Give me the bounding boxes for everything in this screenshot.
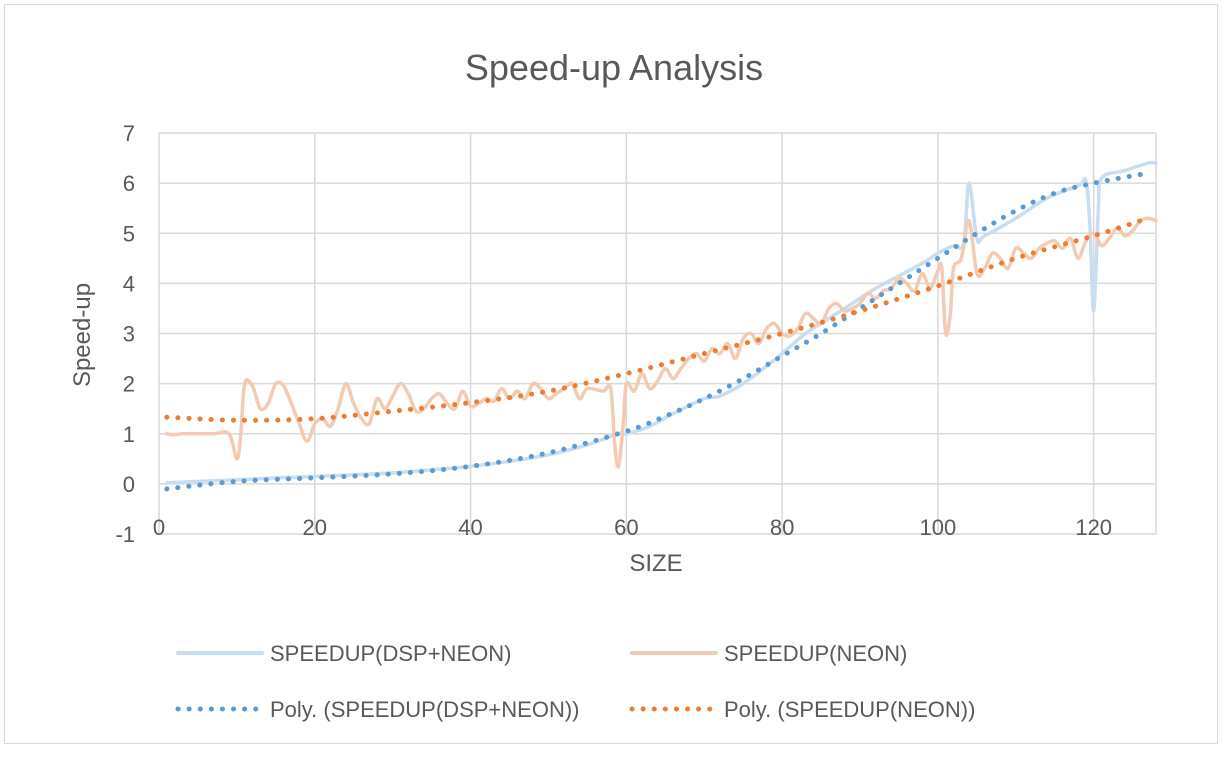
chart-title: Speed-up Analysis (465, 47, 763, 88)
series-layer (164, 160, 1158, 492)
grid (158, 132, 1157, 535)
y-tick-label: 0 (123, 472, 135, 497)
x-tick-label: 0 (153, 515, 165, 540)
legend-label-3: Poly. (SPEEDUP(DSP+NEON)) (270, 697, 579, 722)
series-line-3 (164, 170, 1151, 492)
legend-label-2: SPEEDUP(NEON) (724, 641, 907, 666)
x-tick-label: 40 (458, 515, 482, 540)
y-tick-label: 7 (123, 121, 135, 146)
legend-label-1: SPEEDUP(DSP+NEON) (270, 641, 511, 666)
y-tick-label: -1 (115, 522, 135, 547)
chart-svg: Speed-up Analysis -1 0 1 2 3 4 5 6 7 0 20 40 60 80 10… (69, 47, 1158, 722)
x-tick-label: 80 (770, 515, 794, 540)
x-tick-label: 60 (614, 515, 638, 540)
legend-label-4: Poly. (SPEEDUP(NEON)) (724, 697, 975, 722)
series-line-2 (165, 216, 1158, 469)
x-axis-ticks: 0 20 40 60 80 100 120 (153, 515, 1112, 540)
x-tick-label: 20 (303, 515, 327, 540)
y-tick-label: 1 (123, 422, 135, 447)
y-tick-label: 4 (123, 271, 135, 296)
x-tick-label: 100 (920, 515, 957, 540)
y-tick-label: 3 (123, 322, 135, 347)
x-axis-label: SIZE (629, 550, 682, 577)
y-axis-ticks: -1 0 1 2 3 4 5 6 7 (115, 121, 135, 547)
x-tick-label: 120 (1075, 515, 1112, 540)
y-tick-label: 5 (123, 221, 135, 246)
series-line-4 (164, 215, 1151, 423)
y-axis-label: Speed-up (69, 283, 96, 387)
y-tick-label: 2 (123, 372, 135, 397)
y-tick-label: 6 (123, 171, 135, 196)
chart-frame: Speed-up Analysis -1 0 1 2 3 4 5 6 7 0 20 40 60 80 10… (4, 4, 1218, 744)
legend: SPEEDUP(DSP+NEON) SPEEDUP(NEON) Poly. (SPE… (175, 641, 975, 722)
